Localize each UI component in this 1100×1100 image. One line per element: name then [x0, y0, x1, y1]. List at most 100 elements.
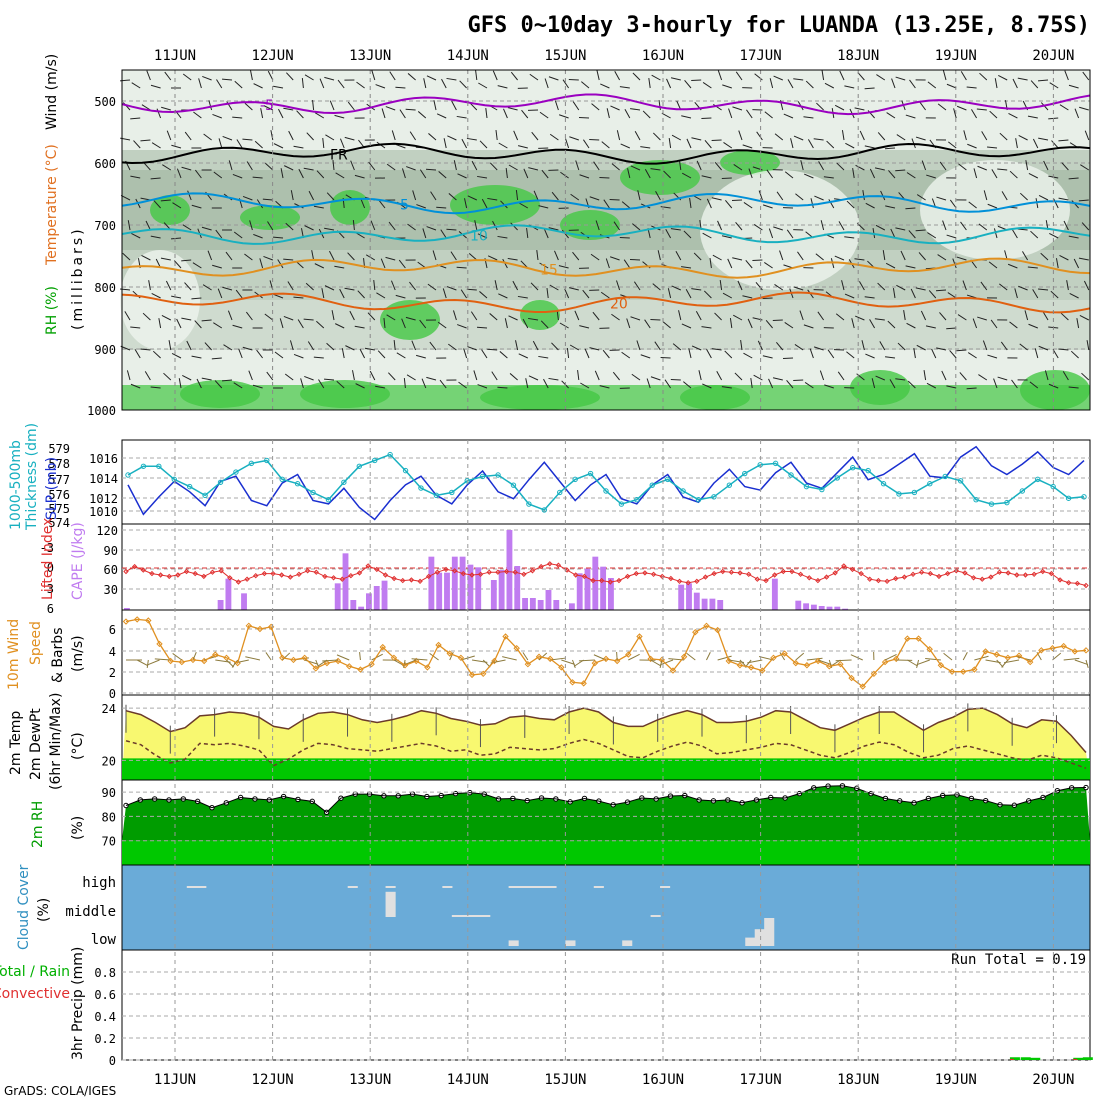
slp-tick-label: 1012 — [89, 492, 118, 506]
wind-barb-10m — [172, 653, 183, 661]
wind-barb — [521, 109, 529, 119]
wind-barb-10m — [1063, 657, 1080, 661]
wind-barb — [671, 134, 682, 141]
wind-speed-point — [457, 654, 465, 662]
wind-barb — [885, 205, 896, 209]
wind-barb — [565, 138, 570, 149]
wind-barb — [874, 318, 885, 321]
wind-barb — [181, 166, 192, 171]
wind-barb — [145, 220, 151, 231]
wind-barb — [334, 114, 345, 119]
wind-barb — [593, 161, 600, 171]
wind-barb — [942, 70, 947, 81]
wind-barb — [266, 371, 274, 381]
wind-barb — [283, 107, 294, 111]
wind-barb — [928, 290, 937, 299]
cape-bar — [584, 568, 591, 610]
pressure-tick-label: 700 — [94, 219, 116, 233]
wind-barb — [218, 138, 223, 149]
wind-barb — [450, 251, 457, 261]
wind-barb — [304, 375, 314, 381]
li-point — [374, 566, 380, 573]
wind-barb — [499, 351, 508, 359]
wind-barb — [182, 73, 192, 81]
wind-barb — [875, 375, 885, 381]
bottom-date-label: 14JUN — [447, 1072, 489, 1088]
wind-barb — [279, 318, 284, 329]
wind-barb — [967, 143, 977, 149]
wind-barb — [610, 105, 620, 111]
wind-barb — [192, 262, 202, 269]
wind-barb-10m — [265, 652, 272, 661]
wind-barb — [864, 145, 875, 149]
li-point — [313, 569, 319, 575]
wind-barb — [748, 168, 753, 179]
wind-barb — [411, 340, 417, 351]
precip-conv-bar — [1073, 1058, 1078, 1060]
wind-barb — [784, 321, 794, 329]
wind-barb — [875, 224, 886, 231]
y-axis-label-temp-unit: (°C) — [70, 732, 86, 760]
li-point — [529, 568, 536, 574]
wind-barb — [558, 114, 569, 119]
wind-barb — [515, 190, 519, 201]
wind-barb — [1030, 230, 1039, 239]
wind-barb — [254, 140, 263, 149]
wind-barb — [508, 164, 518, 171]
wind-barb — [939, 312, 947, 321]
thickness-point — [418, 485, 424, 491]
li-point — [244, 576, 250, 582]
cloud-high-bar — [347, 886, 358, 888]
wind-barb — [474, 220, 478, 231]
wind-barb — [357, 290, 365, 299]
wind-barb — [839, 70, 845, 81]
wind-barb — [621, 201, 631, 209]
wind-barb — [1058, 139, 1069, 142]
wind-barb — [152, 350, 161, 359]
wind-barb — [452, 310, 457, 321]
wind-barb — [1062, 371, 1069, 381]
wind-barb — [216, 79, 223, 89]
wind-barb — [803, 324, 814, 329]
wind-barb — [466, 288, 477, 291]
wind-barb — [198, 78, 202, 89]
wind-barb — [270, 130, 274, 141]
wind-barb — [388, 372, 396, 381]
wind-barb — [250, 70, 253, 81]
wind-barb — [891, 78, 896, 89]
thickness-line — [127, 453, 1085, 511]
wind-barb — [314, 112, 325, 119]
precip-panel-frame — [121, 949, 1091, 1061]
wind-barb — [886, 112, 896, 119]
wind-barb — [977, 316, 987, 321]
wind-barb — [148, 280, 151, 291]
wind-speed-point — [1026, 658, 1034, 666]
wind-barb — [385, 106, 396, 111]
cape-bar — [514, 566, 521, 610]
wind-barb — [359, 348, 366, 359]
li-point — [382, 572, 389, 578]
wind-barb — [1058, 197, 1069, 201]
wind-barb — [378, 199, 386, 209]
li-point — [901, 574, 908, 580]
wind-barb — [272, 236, 284, 239]
wind-barb — [790, 138, 794, 149]
wind-barb — [141, 255, 151, 261]
wind-barb — [681, 266, 692, 269]
wind-barb — [284, 373, 294, 381]
wind-barb — [1032, 138, 1039, 149]
cape-bar — [506, 530, 513, 610]
wind-barb — [512, 280, 519, 291]
pressure-tick-label: 900 — [94, 343, 116, 357]
wind-barb — [967, 352, 977, 359]
wind-barb — [461, 138, 468, 149]
wind-barb — [186, 340, 192, 351]
wind-barb-10m — [795, 652, 805, 661]
wind-barb — [513, 130, 519, 141]
bottom-date-label: 18JUN — [837, 1072, 879, 1088]
li-point — [1083, 582, 1089, 589]
credit-text: GrADS: COLA/IGES — [4, 1084, 116, 1098]
wind-barb — [485, 108, 488, 119]
thickness-tick-label: 578 — [48, 457, 70, 471]
wind-barb-10m — [146, 659, 160, 666]
